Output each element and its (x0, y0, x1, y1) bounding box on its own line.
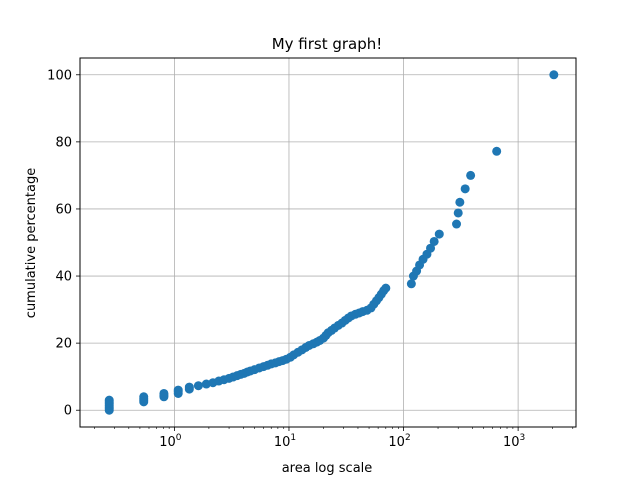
x-tick-label: 101 (274, 433, 296, 450)
data-point (184, 382, 194, 392)
y-tick-label: 0 (64, 404, 72, 419)
data-point (426, 243, 436, 253)
plot-frame (79, 57, 577, 428)
y-tick-label: 100 (47, 68, 72, 83)
x-tick-label-base: 10 (159, 435, 176, 450)
x-tick-label-base: 10 (388, 435, 405, 450)
data-point (429, 236, 439, 246)
data-point (453, 208, 463, 218)
y-tick-label: 80 (55, 135, 72, 150)
data-point (455, 197, 465, 207)
data-point (406, 279, 416, 289)
y-tick-label: 20 (55, 337, 72, 352)
y-axis-label: cumulative percentage (24, 168, 39, 318)
y-tick-label: 40 (55, 270, 72, 285)
y-tick-label: 60 (55, 202, 72, 217)
data-point (492, 146, 502, 156)
x-tick-label-exponent: 0 (176, 433, 182, 443)
data-point (381, 283, 391, 293)
data-point (452, 219, 462, 229)
data-point (460, 184, 470, 194)
data-point (434, 229, 444, 239)
x-tick-label-exponent: 2 (405, 433, 411, 443)
data-point (549, 70, 559, 80)
data-point (193, 381, 203, 391)
data-points (104, 70, 559, 415)
x-tick-label-base: 10 (274, 435, 291, 450)
x-tick-label: 102 (388, 433, 410, 450)
x-tick-label-exponent: 3 (520, 433, 526, 443)
x-tick-label: 100 (159, 433, 182, 450)
data-point (139, 392, 149, 402)
x-tick-label-base: 10 (503, 435, 520, 450)
data-point (159, 388, 169, 398)
x-tick-label-exponent: 1 (290, 433, 296, 443)
data-point (104, 395, 114, 405)
data-point (173, 385, 183, 395)
data-point (466, 170, 476, 180)
x-axis-label: area log scale (282, 461, 373, 476)
x-tick-label: 103 (503, 433, 525, 450)
grid (80, 58, 576, 427)
chart-title: My first graph! (272, 35, 383, 53)
